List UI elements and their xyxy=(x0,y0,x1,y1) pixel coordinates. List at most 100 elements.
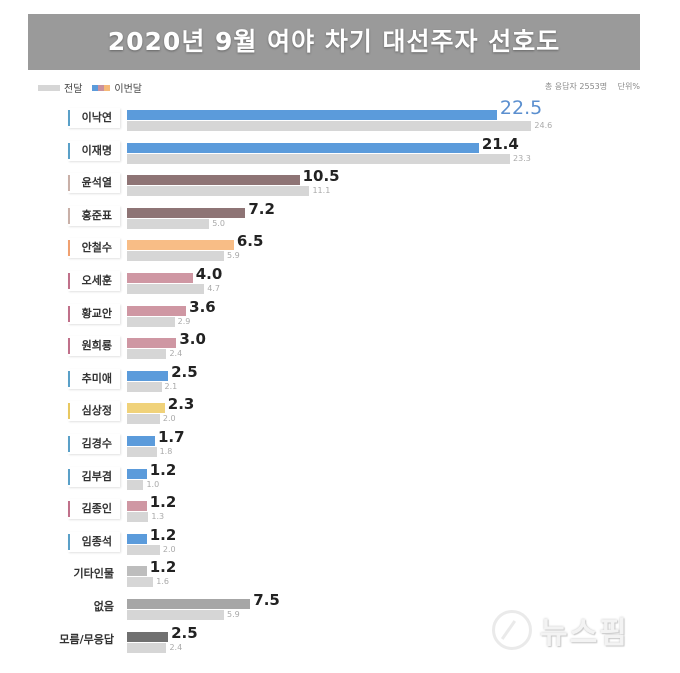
candidate-label: 없음 xyxy=(40,597,120,617)
value-prev-month: 2.0 xyxy=(162,544,176,554)
party-color-tick xyxy=(68,207,70,224)
candidate-label: 기타인물 xyxy=(40,564,120,584)
bar-this-month xyxy=(127,566,147,577)
value-prev-month: 2.1 xyxy=(164,381,178,391)
candidate-name: 기타인물 xyxy=(73,567,114,581)
chart-row: 심상정 2.3 2.0 xyxy=(0,395,680,428)
bar-this-month xyxy=(127,468,147,479)
bar-prev-month xyxy=(127,414,160,425)
chart-row: 김종인 1.2 1.3 xyxy=(0,493,680,526)
bar-this-month xyxy=(127,533,147,544)
chart-title: 2020년 9월 여야 차기 대선주자 선호도 xyxy=(28,14,640,70)
bar-this-month xyxy=(127,305,187,316)
legend-swatch-blue xyxy=(92,84,99,91)
value-prev-month: 5.9 xyxy=(226,251,240,261)
value-this-month: 2.5 xyxy=(171,362,198,381)
chart-row: 김경수 1.7 1.8 xyxy=(0,428,680,461)
value-prev-month: 23.3 xyxy=(513,153,531,163)
candidate-name: 오세훈 xyxy=(81,273,112,287)
candidate-label: 추미애 xyxy=(68,368,120,389)
watermark-text: 뉴스핌 xyxy=(540,616,629,651)
value-prev-month: 5.9 xyxy=(226,609,240,619)
candidate-name: 김경수 xyxy=(81,436,112,450)
chart-row: 기타인물 1.2 1.6 xyxy=(0,558,680,591)
value-prev-month: 2.9 xyxy=(177,316,191,326)
party-color-tick xyxy=(68,338,70,355)
value-this-month: 7.2 xyxy=(248,199,275,218)
value-this-month: 10.5 xyxy=(302,167,340,186)
candidate-label: 이재명 xyxy=(68,140,120,161)
value-prev-month: 5.0 xyxy=(212,218,225,228)
bar-prev-month xyxy=(127,381,162,392)
bar-this-month xyxy=(127,403,165,414)
party-color-tick xyxy=(68,110,70,126)
candidate-label: 모름/무응답 xyxy=(40,630,120,650)
legend: 전달 이번달 xyxy=(38,80,142,95)
value-this-month: 1.2 xyxy=(149,460,177,479)
bar-this-month xyxy=(127,207,246,218)
party-color-tick xyxy=(68,501,70,518)
value-this-month: 1.7 xyxy=(157,427,185,446)
party-color-tick xyxy=(68,435,70,452)
legend-label-prev-month: 전달 xyxy=(64,84,83,95)
candidate-label: 김종인 xyxy=(68,499,120,520)
value-prev-month: 4.7 xyxy=(207,283,220,293)
candidate-label: 윤석열 xyxy=(68,173,120,194)
party-color-tick xyxy=(68,370,70,387)
candidate-name: 없음 xyxy=(93,599,114,613)
party-color-tick xyxy=(68,175,70,192)
candidate-label: 황교안 xyxy=(68,303,120,324)
bar-prev-month xyxy=(127,512,149,523)
candidate-name: 김종인 xyxy=(81,502,112,516)
candidate-label: 안철수 xyxy=(68,238,120,259)
value-prev-month: 1.3 xyxy=(151,512,165,522)
value-this-month: 3.0 xyxy=(179,330,206,349)
chart-row: 윤석열 10.5 11.1 xyxy=(0,167,680,200)
party-color-tick xyxy=(68,533,70,550)
candidate-name: 윤석열 xyxy=(81,176,112,190)
candidate-name: 모름/무응답 xyxy=(59,632,114,646)
value-this-month: 2.3 xyxy=(167,395,195,414)
party-color-tick xyxy=(68,403,70,420)
party-color-tick xyxy=(68,305,70,322)
bar-prev-month xyxy=(127,642,167,653)
bar-this-month xyxy=(127,501,147,512)
party-color-tick xyxy=(68,240,70,257)
value-this-month: 21.4 xyxy=(481,134,519,153)
chart-row: 모름/무응답 2.5 2.4 xyxy=(0,624,680,657)
chart-row: 안철수 6.5 5.9 xyxy=(0,232,680,265)
bar-prev-month xyxy=(127,446,157,457)
bar-prev-month xyxy=(127,283,205,294)
chart-row: 홍준표 7.2 5.0 xyxy=(0,200,680,233)
bar-this-month xyxy=(127,142,479,153)
party-color-tick xyxy=(68,272,70,289)
legend-label-this-month: 이번달 xyxy=(114,84,143,95)
party-color-tick xyxy=(68,142,70,159)
value-this-month: 1.2 xyxy=(149,525,177,544)
value-this-month: 3.6 xyxy=(189,297,216,316)
candidate-label: 홍준표 xyxy=(68,205,120,226)
bar-prev-month xyxy=(127,186,310,197)
candidate-label: 심상정 xyxy=(68,401,120,422)
bar-prev-month xyxy=(127,316,175,327)
candidate-label: 이낙연 xyxy=(68,108,120,128)
candidate-name: 홍준표 xyxy=(81,208,112,222)
chart-row: 추미애 2.5 2.1 xyxy=(0,363,680,396)
chart-row: 없음 7.5 5.9 xyxy=(0,591,680,624)
candidate-label: 임종석 xyxy=(68,531,120,552)
bar-chart: 이낙연 22.5 24.6 이재명 21.4 23.3 윤석열 10.5 11.1 홍준표 7.2 5… xyxy=(0,99,680,657)
legend-swatch-pink xyxy=(98,84,105,91)
candidate-name: 원희룡 xyxy=(81,339,112,353)
candidate-name: 임종석 xyxy=(81,534,112,548)
value-prev-month: 1.6 xyxy=(156,577,170,587)
chart-row: 원희룡 3.0 2.4 xyxy=(0,330,680,363)
bar-this-month xyxy=(127,338,177,349)
candidate-name: 심상정 xyxy=(81,404,112,418)
value-prev-month: 24.6 xyxy=(534,121,553,130)
respondent-count: 총 응답자 2553명 xyxy=(544,82,608,91)
value-prev-month: 2.4 xyxy=(169,642,183,652)
chart-row: 김부겸 1.2 1.0 xyxy=(0,461,680,494)
value-prev-month: 2.0 xyxy=(162,414,176,424)
candidate-name: 이낙연 xyxy=(81,111,112,124)
newspim-watermark: 뉴스핌 xyxy=(492,608,629,652)
